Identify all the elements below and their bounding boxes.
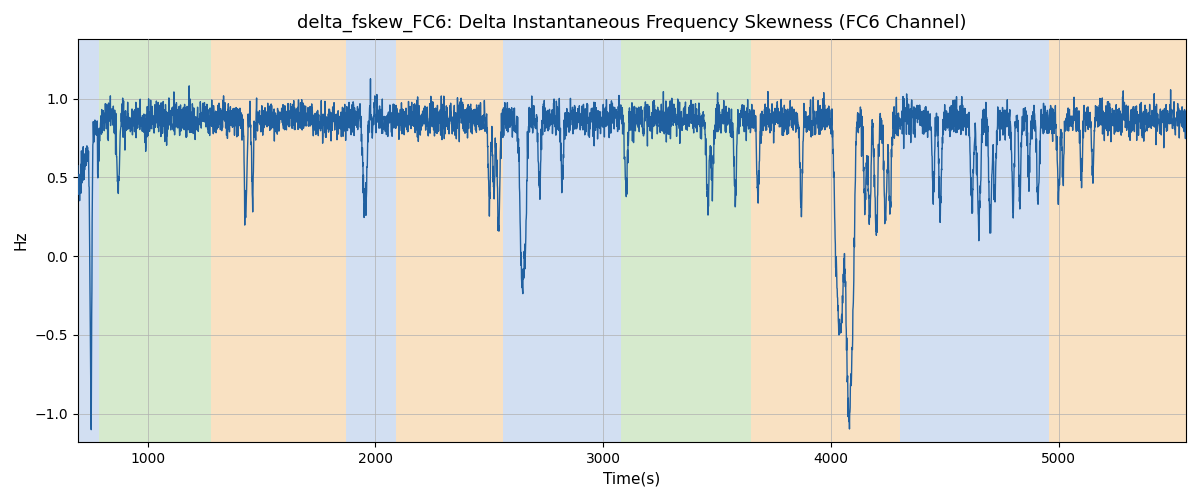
Bar (751, 39, 782, 442)
Bar (1050, 39, 1186, 442)
Bar (346, 39, 396, 442)
Bar (622, 39, 638, 442)
Bar (638, 39, 751, 442)
X-axis label: Time(s): Time(s) (604, 471, 660, 486)
Bar (78, 39, 98, 442)
Bar (396, 39, 503, 442)
Bar (782, 39, 900, 442)
Bar (211, 39, 346, 442)
Bar (900, 39, 1050, 442)
Bar (503, 39, 622, 442)
Bar (98, 39, 211, 442)
Title: delta_fskew_FC6: Delta Instantaneous Frequency Skewness (FC6 Channel): delta_fskew_FC6: Delta Instantaneous Fre… (298, 14, 967, 32)
Y-axis label: Hz: Hz (14, 230, 29, 250)
